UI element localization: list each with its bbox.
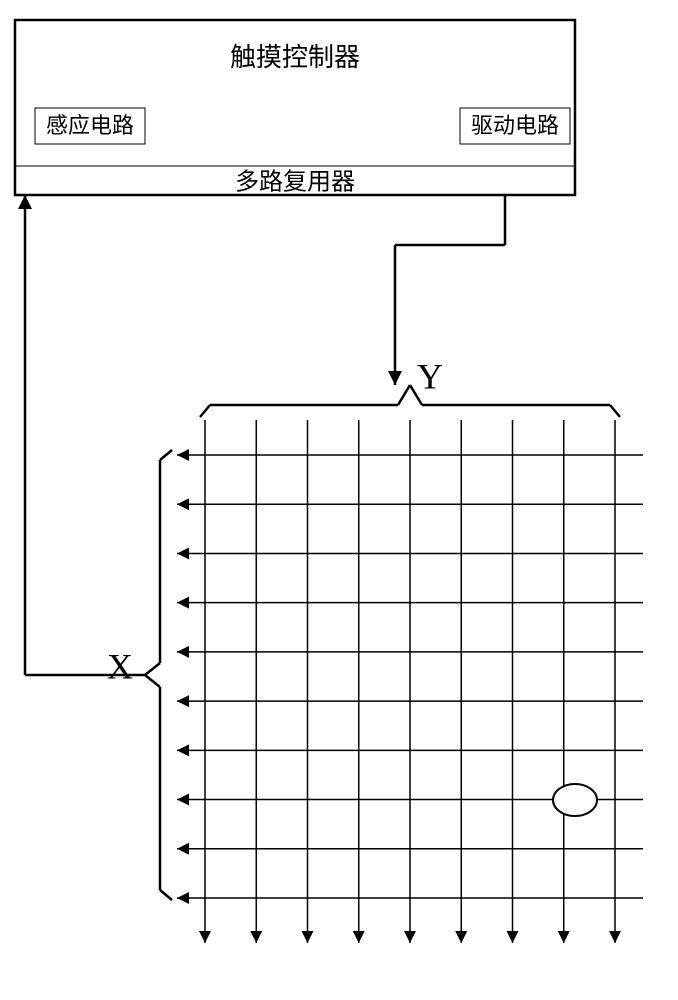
touch-point (553, 784, 597, 816)
drive-circuit-label: 驱动电路 (471, 113, 559, 138)
conn-controller-to-y (388, 195, 505, 385)
diagram-root: 触摸控制器感应电路 驱动电路多路复用器 X Y (0, 0, 678, 1000)
sensor-grid (177, 420, 643, 943)
sense-circuit-label: 感应电路 (46, 113, 134, 138)
brace-y: Y (200, 356, 620, 417)
multiplexer-label: 多路复用器 (235, 169, 355, 196)
conn-x-to-controller (18, 195, 145, 675)
axis-y-label: Y (417, 356, 443, 396)
axis-x-label: X (107, 646, 133, 686)
controller-box: 触摸控制器感应电路 驱动电路多路复用器 (15, 20, 575, 196)
controller-title: 触摸控制器 (230, 43, 360, 72)
